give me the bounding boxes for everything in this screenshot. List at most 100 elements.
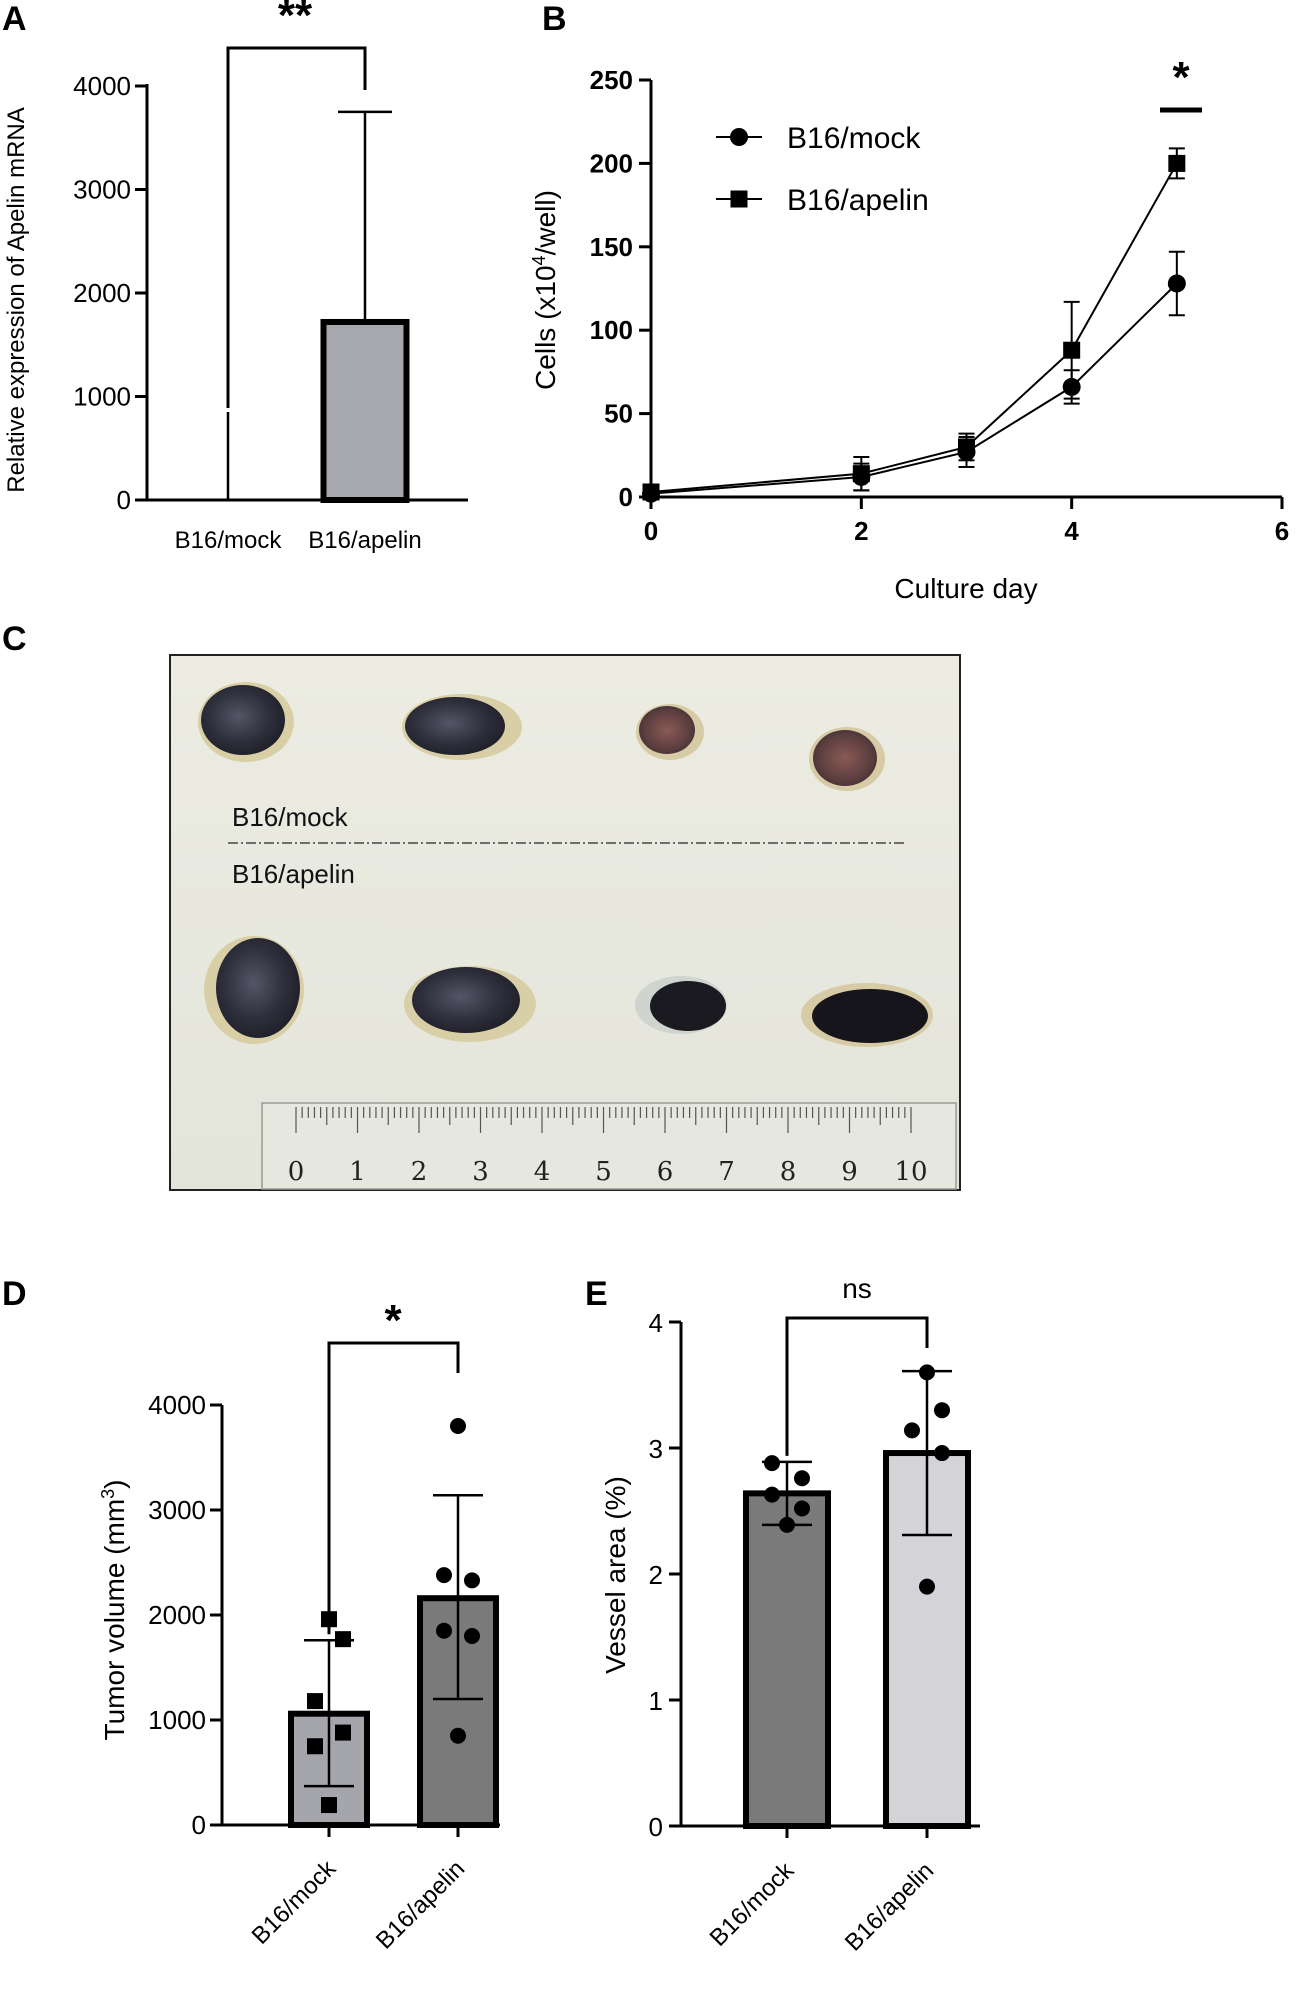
y-axis-label: Cells (x104/well) bbox=[529, 190, 561, 390]
significance-label: * bbox=[1172, 53, 1190, 102]
x-axis-label: Culture day bbox=[894, 573, 1037, 604]
y-tick-label: 1000 bbox=[73, 382, 131, 412]
y-tick-label: 0 bbox=[649, 1812, 663, 1842]
ruler-number: 9 bbox=[841, 1157, 858, 1187]
data-point bbox=[1167, 274, 1186, 293]
ruler-number: 3 bbox=[472, 1157, 489, 1187]
y-tick-label: 2 bbox=[649, 1560, 663, 1590]
y-axis-label: Tumor volume (mm3) bbox=[98, 1480, 130, 1741]
y-tick-label: 2000 bbox=[148, 1600, 206, 1630]
y-tick-label: 0 bbox=[192, 1810, 206, 1840]
panel-letter-b: B bbox=[542, 0, 567, 38]
panel-letter-e: E bbox=[585, 1275, 608, 1313]
data-point bbox=[1168, 154, 1186, 172]
data-point bbox=[1063, 341, 1081, 359]
data-point bbox=[450, 1418, 466, 1434]
data-point bbox=[934, 1402, 950, 1419]
tumor-apelin-4 bbox=[801, 983, 933, 1047]
legend-label: B16/mock bbox=[787, 122, 921, 155]
data-point bbox=[919, 1364, 935, 1381]
y-tick-label: 1 bbox=[649, 1686, 663, 1716]
x-category-label: B16/mock bbox=[705, 1856, 800, 1951]
ruler-number: 5 bbox=[595, 1157, 612, 1187]
data-point bbox=[919, 1578, 935, 1595]
data-point bbox=[779, 1516, 795, 1533]
data-point bbox=[436, 1567, 452, 1584]
x-category-label: B16/apelin bbox=[840, 1857, 939, 1956]
data-point bbox=[934, 1445, 950, 1462]
y-axis-label: Vessel area (%) bbox=[600, 1476, 631, 1674]
tumor-mock-1 bbox=[198, 682, 294, 762]
y-tick-label: 50 bbox=[604, 399, 633, 429]
ruler-number: 8 bbox=[780, 1157, 797, 1187]
significance-label: ** bbox=[278, 0, 313, 40]
significance-bracket bbox=[327, 1341, 460, 1635]
ruler: 0 1 2 3 4 5 6 7 8 9 10 bbox=[261, 1102, 957, 1190]
tumor-apelin-3 bbox=[635, 976, 727, 1034]
panel-letter-d: D bbox=[2, 1275, 27, 1313]
y-tick-label: 0 bbox=[619, 482, 633, 512]
photo-label-apelin: B16/apelin bbox=[232, 859, 355, 889]
significance-bracket bbox=[785, 1316, 929, 1456]
data-point bbox=[464, 1572, 480, 1589]
legend-marker-square bbox=[730, 190, 748, 208]
tumor-mock-4 bbox=[809, 727, 885, 791]
y-tick-label: 4 bbox=[649, 1308, 663, 1338]
y-tick-label: 2000 bbox=[73, 278, 131, 308]
chart-a: 0 1000 2000 3000 4000 B16/mock B16/apelin ** Rel… bbox=[3, 0, 468, 554]
data-point bbox=[958, 438, 975, 456]
data-point bbox=[307, 1693, 323, 1710]
chart-e: 0 1 2 3 4 B16/mock B16/apelin ns Vessel area (%) bbox=[600, 1273, 980, 1956]
significance-bracket bbox=[226, 46, 367, 409]
ruler-number: 1 bbox=[349, 1157, 366, 1187]
panel-letter-a: A bbox=[2, 0, 27, 38]
legend-label: B16/apelin bbox=[787, 184, 929, 217]
chart-d: 0 1000 2000 3000 4000 B16/mock B16/apelin * Tumo… bbox=[98, 1296, 500, 1954]
legend-marker-circle bbox=[730, 128, 748, 146]
data-point bbox=[335, 1631, 351, 1648]
x-category-label: B16/apelin bbox=[371, 1855, 470, 1954]
x-category-label: B16/mock bbox=[247, 1854, 342, 1949]
y-tick-label: 3000 bbox=[73, 175, 131, 205]
tumor-mock-3 bbox=[636, 704, 704, 760]
tumor-apelin-1 bbox=[204, 936, 304, 1044]
data-point bbox=[307, 1738, 323, 1755]
data-point bbox=[852, 465, 870, 483]
y-tick-label: 100 bbox=[590, 315, 633, 345]
ruler-number: 7 bbox=[718, 1157, 735, 1187]
y-tick-label: 4000 bbox=[148, 1390, 206, 1420]
chart-b: 0 50 100 150 200 250 0 2 4 6 Culture day Cells (x10… bbox=[529, 53, 1289, 604]
data-point bbox=[794, 1470, 810, 1487]
y-tick-label: 150 bbox=[590, 232, 633, 262]
y-tick-label: 3000 bbox=[148, 1495, 206, 1525]
ruler-number: 10 bbox=[894, 1157, 927, 1187]
data-point bbox=[464, 1628, 480, 1644]
ruler-number: 0 bbox=[288, 1157, 305, 1187]
ruler-number: 2 bbox=[411, 1157, 428, 1187]
data-point bbox=[794, 1500, 810, 1517]
x-tick-label: 2 bbox=[854, 516, 868, 546]
ruler-number: 4 bbox=[534, 1157, 551, 1187]
x-tick-label: 0 bbox=[644, 516, 658, 546]
y-axis-label: Relative expression of Apelin mRNA bbox=[3, 107, 30, 493]
y-tick-label: 1000 bbox=[148, 1705, 206, 1735]
data-point bbox=[764, 1455, 780, 1472]
y-tick-label: 3 bbox=[649, 1434, 663, 1464]
series-line-1 bbox=[650, 282, 1178, 495]
x-tick-label: 4 bbox=[1064, 516, 1079, 546]
photo-label-mock: B16/mock bbox=[232, 802, 349, 832]
x-category-label: B16/mock bbox=[175, 527, 283, 554]
y-tick-label: 4000 bbox=[73, 71, 131, 101]
bar-1 bbox=[743, 1490, 831, 1829]
data-point bbox=[321, 1797, 337, 1814]
data-point bbox=[904, 1422, 920, 1439]
data-point bbox=[450, 1727, 466, 1744]
y-tick-label: 250 bbox=[590, 65, 633, 95]
significance-label: ns bbox=[842, 1273, 872, 1304]
tumor-photo: B16/mock B16/apelin 0 1 2 3 4 5 6 7 8 9 10 bbox=[169, 654, 961, 1191]
panel-letter-c: C bbox=[2, 620, 27, 658]
y-tick-label: 200 bbox=[590, 148, 633, 178]
data-point bbox=[335, 1724, 351, 1741]
significance-label: * bbox=[384, 1296, 402, 1345]
